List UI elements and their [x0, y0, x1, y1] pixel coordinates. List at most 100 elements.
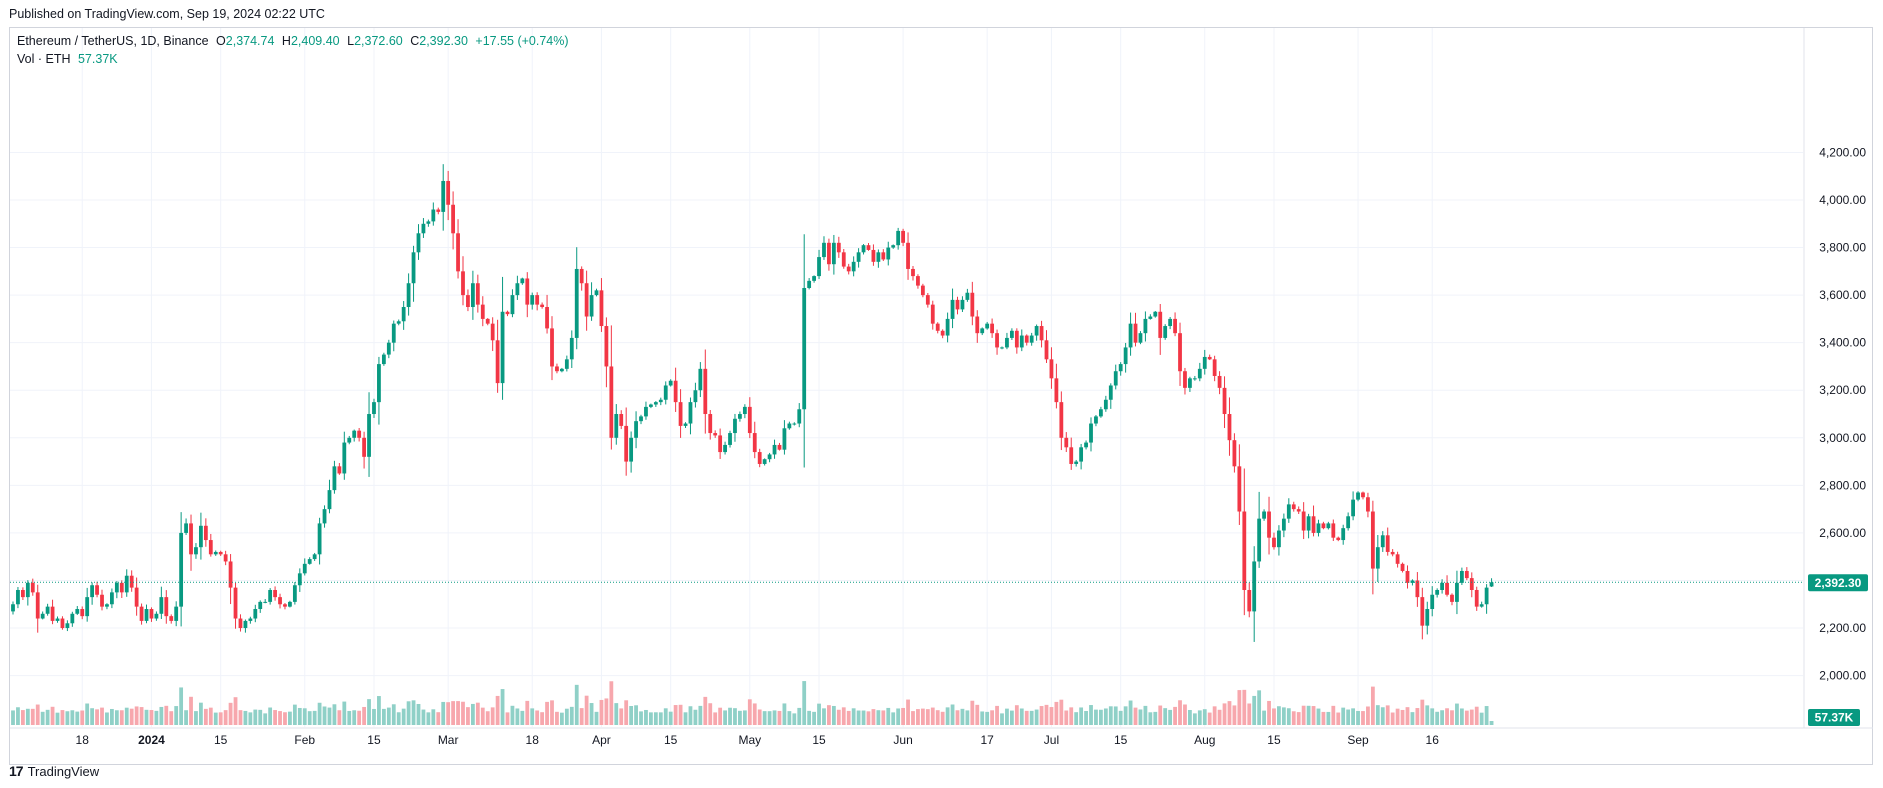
candle[interactable]	[16, 587, 20, 609]
candle[interactable]	[327, 479, 332, 514]
candle[interactable]	[925, 292, 930, 308]
candle[interactable]	[352, 429, 357, 442]
candle[interactable]	[1133, 312, 1138, 347]
candle[interactable]	[1128, 312, 1133, 356]
candle[interactable]	[100, 589, 104, 611]
candle[interactable]	[1029, 332, 1034, 346]
candle[interactable]	[1311, 505, 1316, 537]
candle[interactable]	[1173, 312, 1177, 337]
candle[interactable]	[940, 329, 945, 339]
candle[interactable]	[50, 599, 55, 625]
candle[interactable]	[550, 316, 554, 381]
candle[interactable]	[164, 590, 169, 624]
candle[interactable]	[777, 442, 782, 451]
candle[interactable]	[1291, 501, 1296, 512]
candle[interactable]	[653, 401, 658, 407]
candle[interactable]	[60, 616, 65, 630]
candle[interactable]	[1380, 531, 1385, 552]
candle[interactable]	[1059, 391, 1064, 451]
candle[interactable]	[955, 296, 960, 315]
candle[interactable]	[1009, 328, 1014, 341]
candle[interactable]	[584, 270, 589, 331]
candle[interactable]	[1479, 601, 1484, 608]
candle[interactable]	[1375, 534, 1380, 583]
candle[interactable]	[673, 367, 678, 412]
candle[interactable]	[45, 603, 50, 616]
candle[interactable]	[901, 228, 905, 247]
candle[interactable]	[965, 288, 970, 302]
candle[interactable]	[762, 458, 767, 466]
candle[interactable]	[367, 392, 371, 477]
candle[interactable]	[1395, 551, 1400, 568]
price-axis[interactable]: 4,200.00 4,000.00 3,800.00 3,600.00 3,400.00…	[1819, 145, 1866, 682]
symbol-title[interactable]: Ethereum / TetherUS, 1D, Binance	[17, 34, 209, 48]
candle[interactable]	[1356, 491, 1360, 502]
candle[interactable]	[475, 274, 480, 313]
candle[interactable]	[1459, 567, 1464, 585]
candle[interactable]	[634, 411, 638, 449]
candle[interactable]	[950, 288, 955, 329]
candle[interactable]	[1301, 502, 1306, 540]
candle[interactable]	[1420, 587, 1425, 640]
candle[interactable]	[332, 460, 337, 494]
candle[interactable]	[906, 232, 910, 280]
candle[interactable]	[292, 582, 297, 605]
candle[interactable]	[569, 330, 574, 368]
candle[interactable]	[25, 580, 30, 606]
candle[interactable]	[1044, 330, 1049, 363]
candle[interactable]	[1158, 303, 1163, 355]
candle[interactable]	[827, 238, 831, 271]
volume-label[interactable]: Vol · ETH	[17, 52, 71, 66]
candle[interactable]	[1148, 314, 1153, 320]
candle[interactable]	[935, 322, 940, 334]
candle[interactable]	[421, 218, 426, 238]
candle[interactable]	[990, 318, 995, 338]
candle[interactable]	[945, 312, 950, 343]
candle[interactable]	[441, 164, 446, 231]
candle[interactable]	[70, 611, 75, 627]
candle[interactable]	[1069, 437, 1074, 470]
candle[interactable]	[1138, 331, 1143, 345]
candle[interactable]	[85, 587, 90, 622]
candle[interactable]	[713, 430, 718, 438]
candle[interactable]	[159, 586, 164, 619]
candle[interactable]	[1192, 375, 1197, 381]
candle[interactable]	[362, 431, 366, 469]
candle[interactable]	[515, 275, 520, 300]
candle[interactable]	[733, 413, 737, 442]
candle[interactable]	[975, 310, 980, 343]
candle[interactable]	[1113, 364, 1118, 390]
candle[interactable]	[564, 355, 569, 372]
candle[interactable]	[1005, 332, 1009, 350]
candle[interactable]	[579, 266, 584, 291]
candle[interactable]	[223, 550, 228, 566]
candle[interactable]	[337, 463, 342, 475]
candle[interactable]	[1346, 512, 1351, 531]
candle[interactable]	[273, 586, 277, 601]
candle[interactable]	[253, 604, 258, 623]
candle[interactable]	[1489, 578, 1494, 587]
candle[interactable]	[559, 367, 564, 373]
candle[interactable]	[530, 292, 535, 310]
candle[interactable]	[268, 588, 273, 605]
candle[interactable]	[1440, 579, 1445, 594]
candle[interactable]	[1000, 346, 1004, 350]
candle[interactable]	[1321, 521, 1326, 530]
candle[interactable]	[110, 588, 114, 609]
candle[interactable]	[812, 275, 816, 283]
candle[interactable]	[144, 604, 149, 624]
candle[interactable]	[866, 243, 871, 251]
candle[interactable]	[841, 248, 846, 269]
candle[interactable]	[461, 256, 465, 306]
candle[interactable]	[663, 381, 668, 405]
candle[interactable]	[723, 441, 727, 455]
candle[interactable]	[525, 272, 530, 318]
candle[interactable]	[302, 558, 307, 576]
candle[interactable]	[668, 379, 673, 387]
candle[interactable]	[1455, 570, 1459, 615]
candle[interactable]	[985, 321, 990, 330]
candle[interactable]	[930, 300, 935, 330]
candle[interactable]	[1277, 525, 1281, 556]
candle[interactable]	[1024, 334, 1029, 346]
candle[interactable]	[347, 435, 352, 445]
